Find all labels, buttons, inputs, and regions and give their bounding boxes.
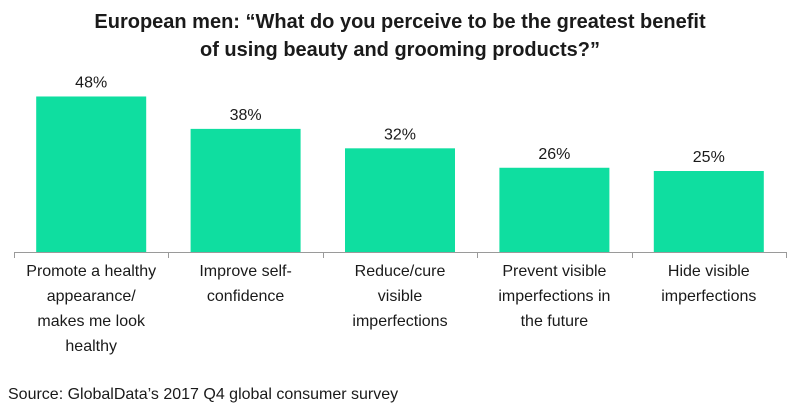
category-label-line: imperfections [352,313,447,330]
category-label-line: healthy [65,338,117,355]
value-label-2: 38% [230,107,262,124]
bar-5 [653,171,764,252]
bar-3 [345,148,455,252]
value-label-3: 32% [384,126,416,143]
category-label-line: Improve self- [199,263,291,280]
category-label-line: makes me look [37,313,146,330]
bar-1 [36,96,147,252]
category-label-line: appearance/ [47,288,137,305]
chart-title-line-2: of using beauty and grooming products?” [200,39,600,61]
category-label-line: confidence [207,288,284,305]
bar-4 [499,167,610,252]
category-label-line: Prevent visible [502,263,606,280]
category-label-2: Improve self-confidence [199,263,291,305]
category-label-line: imperfections in [498,288,610,305]
bar-chart: 48% Promote a healthy appearance/makes me … [14,74,787,355]
value-label-1: 48% [75,74,107,91]
category-label-line: Promote a healthy [26,263,156,280]
category-label-line: Reduce/cure [355,263,446,280]
value-label-4: 26% [538,146,570,163]
category-label-line: visible [378,288,423,305]
chart-title-line-1: European men: “What do you perceive to b… [94,11,706,33]
category-label-line: imperfections [661,288,756,305]
category-label-5: Hide visible imperfections [661,263,756,305]
category-label-line: the future [521,313,589,330]
category-label-3: Reduce/cure visible imperfections [352,263,447,330]
category-label-1: Promote a healthy appearance/makes me loo… [26,263,156,355]
category-label-4: Prevent visible imperfections in the futur… [498,263,610,330]
bar-2 [190,128,301,252]
category-label-line: Hide visible [668,263,750,280]
value-label-5: 25% [693,149,725,166]
source-note: Source: GlobalData’s 2017 Q4 global cons… [8,386,399,403]
chart-title: European men: “What do you perceive to b… [0,8,800,64]
